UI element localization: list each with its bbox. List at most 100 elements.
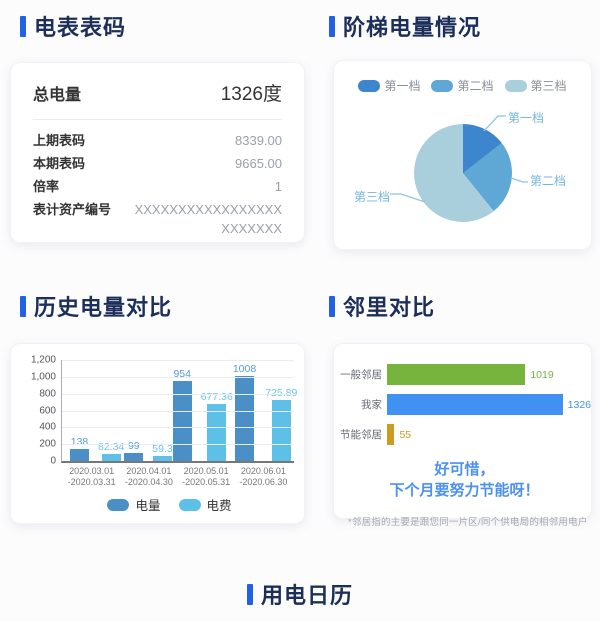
bar <box>271 399 291 461</box>
x-label-line: -2020.03.31 <box>67 476 116 487</box>
section-title-tier: 阶梯电量情况 <box>329 10 481 42</box>
title-accent-bar <box>246 583 253 605</box>
legend-item-tier2: 第二档 <box>431 77 494 94</box>
bar-group: 99 59.3 <box>124 360 173 461</box>
tier-usage-card: 第一档 第二档 第三档 第一档 第二档 第三档 <box>333 60 592 250</box>
bar-column: 138 <box>70 360 89 461</box>
row-label: 本期表码 <box>33 156 86 171</box>
tier1-color-chip <box>358 79 381 92</box>
meter-row-asset-number: 表计资产编号 XXXXXXXXXXXXXXXXX XXXXXXX <box>33 198 282 238</box>
x-axis-label: 2020.04.01 -2020.04.30 <box>120 466 177 487</box>
bar <box>153 456 172 461</box>
neighbor-bar <box>387 424 395 445</box>
neighbor-comparison-card: 一般邻居 1019 我家 1326 节能邻居 55 好可惜， 下个月要努力节能呀！ *邻居… <box>333 343 592 528</box>
tier-legend: 第一档 第二档 第三档 <box>334 77 591 94</box>
message-line1: 好可惜， <box>434 461 495 478</box>
tier-pie-circle <box>414 124 512 222</box>
title-accent-bar <box>329 15 335 37</box>
message-line2: 下个月要努力节能呀！ <box>389 482 540 499</box>
bar-value: 59.3 <box>152 443 173 456</box>
x-axis-label: 2020.06.01 -2020.06.30 <box>235 466 292 487</box>
section-title-text: 邻里对比 <box>343 295 436 320</box>
meter-row-previous: 上期表码 8339.00 <box>33 129 282 152</box>
bar-value: 954 <box>173 367 191 380</box>
x-axis-label: 2020.05.01 -2020.05.31 <box>178 466 235 487</box>
x-label-line: -2020.05.31 <box>182 476 231 487</box>
bar-group: 1008 725.89 <box>233 360 297 461</box>
bar-column: 82.34 <box>98 360 124 461</box>
row-value: 9665.00 <box>235 156 282 171</box>
y-axis-tick: 800 <box>39 388 56 400</box>
neighbor-bar <box>387 394 563 415</box>
tier2-color-chip <box>431 79 454 92</box>
row-value: 1 <box>274 179 282 194</box>
row-value: XXXXXXXXXXXXXXXXX XXXXXXX <box>134 202 282 236</box>
legend-item-tier3: 第三档 <box>504 77 567 94</box>
neighbor-label: 节能邻居 <box>340 429 382 441</box>
section-title-history: 历史电量对比 <box>20 290 172 322</box>
y-axis-tick: 1,200 <box>30 354 56 366</box>
legend-label: 电费 <box>206 499 232 513</box>
bar-column: 725.89 <box>265 360 297 461</box>
gridline <box>62 444 294 446</box>
energy-color-chip <box>107 498 130 511</box>
bar-column: 59.3 <box>152 360 173 461</box>
gridline <box>62 410 294 412</box>
pie-label-tier1: 第一档 <box>508 111 545 125</box>
section-title-neighbor: 邻里对比 <box>329 290 435 322</box>
neighbor-row: 节能邻居 55 <box>338 424 591 445</box>
gridline <box>62 427 294 429</box>
x-label-line: 2020.04.01 <box>126 466 172 476</box>
bar-value: 138 <box>70 436 89 449</box>
row-label: 倍率 <box>33 179 60 194</box>
neighbor-label: 一般邻居 <box>340 369 382 381</box>
x-axis-label: 2020.03.01 -2020.03.31 <box>63 466 120 487</box>
tier3-color-chip <box>504 79 527 92</box>
y-axis-tick: 1,000 <box>30 371 56 383</box>
neighbor-value: 55 <box>399 428 412 441</box>
legend-label: 第二档 <box>457 79 494 93</box>
gridline <box>62 376 294 378</box>
history-comparison-card: 138 82.34 99 59.3 954 677.36 1008 725.89 1,200 1… <box>10 343 305 524</box>
bar-group: 138 82.34 <box>70 360 124 461</box>
title-accent-bar <box>20 15 26 37</box>
history-plot: 138 82.34 99 59.3 954 677.36 1008 725.89 1,200 1… <box>31 355 297 467</box>
bar <box>101 454 121 461</box>
y-axis-tick: 200 <box>39 438 56 450</box>
bar-value: 82.34 <box>98 441 125 454</box>
bar-value: 1008 <box>232 363 257 376</box>
neighbor-message: 好可惜， 下个月要努力节能呀！ <box>338 459 591 501</box>
history-x-labels: 2020.03.01 -2020.03.31 2020.04.01 -2020.04.… <box>61 463 294 487</box>
meter-readings-card: 总电量 1326度 上期表码 8339.00 本期表码 9665.00 倍率 1… <box>10 62 305 243</box>
total-energy-row: 总电量 1326度 <box>33 79 282 106</box>
y-axis-tick: 0 <box>50 455 56 467</box>
bar-column: 1008 <box>233 360 256 461</box>
x-label-line: -2020.06.30 <box>239 476 288 487</box>
bar <box>124 452 144 461</box>
row-value: 8339.00 <box>235 133 282 148</box>
gridline <box>62 393 294 395</box>
section-title-text: 用电日历 <box>260 583 353 608</box>
meter-row-multiplier: 倍率 1 <box>33 175 282 198</box>
bar-column: 99 <box>124 360 144 461</box>
neighbor-row: 我家 1326 <box>338 394 591 415</box>
row-label: 表计资产编号 <box>33 202 112 217</box>
legend-label: 电量 <box>135 499 161 513</box>
legend-label: 第一档 <box>384 79 421 93</box>
neighbor-row: 一般邻居 1019 <box>338 364 591 385</box>
bar-value: 99 <box>127 439 140 452</box>
bar-column: 954 <box>172 360 192 461</box>
legend-item-tier1: 第一档 <box>358 77 420 94</box>
x-label-line: -2020.04.30 <box>124 476 173 487</box>
legend-item-cost: 电费 <box>178 495 232 514</box>
section-title-text: 历史电量对比 <box>34 295 173 320</box>
title-accent-bar <box>329 295 335 317</box>
y-axis-tick: 600 <box>39 405 56 416</box>
section-title-calendar: 用电日历 <box>0 578 600 610</box>
cost-color-chip <box>178 498 201 511</box>
total-energy-value: 1326度 <box>220 84 282 105</box>
meter-row-current: 本期表码 9665.00 <box>33 152 282 175</box>
gridline <box>62 360 294 361</box>
row-label: 上期表码 <box>33 133 86 148</box>
divider <box>33 119 282 120</box>
